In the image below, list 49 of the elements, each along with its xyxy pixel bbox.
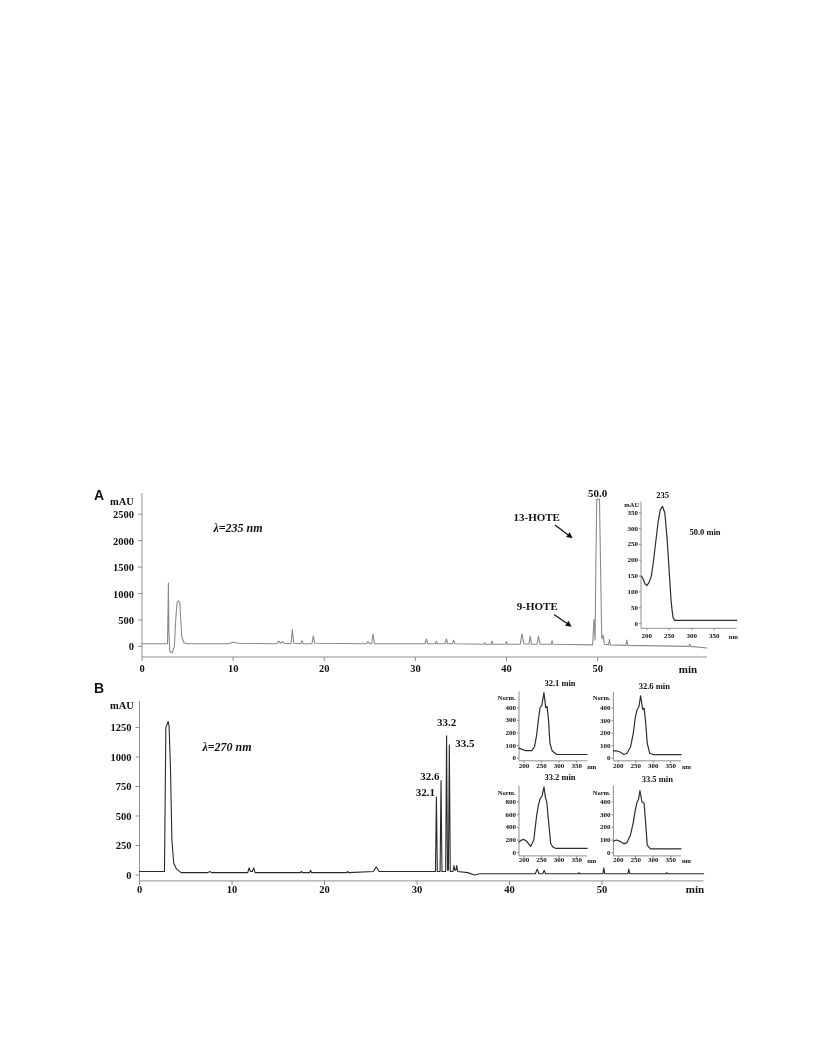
annotation: 50.0 — [588, 486, 608, 499]
y-tick-label: 2500 — [113, 508, 134, 520]
y-tick-label: 0 — [126, 869, 132, 881]
chart-title: 33.5 min — [641, 774, 674, 784]
x-axis-title: min — [685, 883, 705, 895]
y-tick-label: 250 — [115, 839, 132, 851]
y-tick-label: 1500 — [113, 561, 134, 573]
line-series — [518, 786, 588, 849]
y-tick-label: 500 — [118, 614, 134, 626]
y-tick-label: 1000 — [110, 751, 132, 763]
annotation: 33.5 — [455, 737, 476, 750]
chart-title: B — [93, 680, 105, 696]
line-series — [612, 695, 682, 756]
annotation: 235 — [656, 490, 669, 501]
x-tick-label: 40 — [501, 662, 512, 674]
chart-title: 32.1 min — [544, 677, 576, 688]
x-tick-label: 40 — [504, 883, 515, 895]
x-tick-label: 0 — [139, 662, 145, 674]
y-tick-label: 750 — [115, 780, 132, 792]
text: 50.0 min — [689, 527, 721, 538]
y-tick-label: 2000 — [113, 535, 134, 547]
line-series — [518, 691, 588, 756]
y-axis-title: mAU — [110, 699, 135, 711]
annotation: 33.2 — [436, 715, 457, 728]
chart-title: 32.6 min — [638, 680, 671, 691]
y-tick-label: 1250 — [110, 721, 132, 733]
x-tick-label: 20 — [319, 662, 330, 674]
x-axis-title: min — [678, 662, 698, 675]
annotation: 9-HOTE — [516, 599, 558, 612]
annotation: 13-HOTE — [513, 511, 560, 524]
x-tick-label: 20 — [319, 883, 330, 895]
line-series — [640, 505, 738, 621]
y-axis-title: mAU — [110, 495, 135, 507]
y-tick-label: 1000 — [113, 588, 134, 600]
y-tick-label: 0 — [128, 640, 134, 652]
line-series — [612, 789, 682, 850]
chart-title: A — [93, 487, 105, 503]
annotation: λ=235 nm — [212, 521, 263, 535]
annotation: λ=270 nm — [201, 740, 252, 754]
y-tick-label: 500 — [115, 810, 132, 822]
chart-title: 33.2 min — [544, 771, 576, 782]
x-tick-label: 30 — [411, 883, 423, 895]
line-series — [138, 721, 705, 876]
x-tick-label: 10 — [226, 883, 238, 895]
annotation: 32.1 — [415, 786, 435, 799]
annotation: 32.6 — [420, 769, 441, 782]
x-tick-label: 10 — [227, 662, 239, 674]
x-tick-label: 0 — [136, 883, 143, 895]
x-tick-label: 30 — [410, 662, 421, 674]
